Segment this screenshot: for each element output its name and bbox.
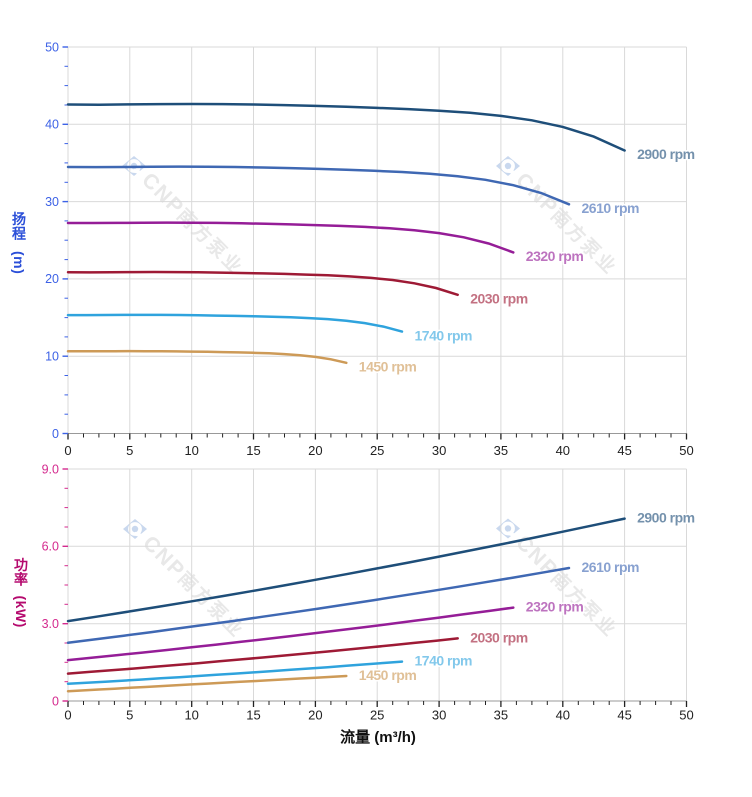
svg-text:10: 10 xyxy=(184,443,198,458)
svg-text:(kW): (kW) xyxy=(13,596,29,628)
svg-text:30: 30 xyxy=(432,708,446,723)
svg-text:20: 20 xyxy=(45,272,59,286)
svg-text:50: 50 xyxy=(679,708,693,723)
svg-text:10: 10 xyxy=(184,708,198,723)
svg-text:9.0: 9.0 xyxy=(42,462,59,476)
svg-text:2030 rpm: 2030 rpm xyxy=(470,291,528,307)
svg-text:20: 20 xyxy=(308,708,322,723)
svg-text:5: 5 xyxy=(126,443,133,458)
svg-text:2610 rpm: 2610 rpm xyxy=(582,200,640,216)
svg-text:20: 20 xyxy=(308,443,322,458)
svg-text:0: 0 xyxy=(52,694,59,708)
svg-text:流量 (m³/h): 流量 (m³/h) xyxy=(340,728,416,746)
svg-text:2030 rpm: 2030 rpm xyxy=(470,629,528,645)
svg-text:30: 30 xyxy=(432,443,446,458)
svg-text:40: 40 xyxy=(45,118,59,132)
svg-text:25: 25 xyxy=(370,708,384,723)
svg-text:功: 功 xyxy=(14,557,28,573)
svg-text:15: 15 xyxy=(246,443,260,458)
svg-text:35: 35 xyxy=(494,708,508,723)
svg-text:2610 rpm: 2610 rpm xyxy=(582,559,640,575)
svg-text:25: 25 xyxy=(370,443,384,458)
svg-text:3.0: 3.0 xyxy=(42,617,59,631)
svg-text:6.0: 6.0 xyxy=(42,540,59,554)
svg-text:2900 rpm: 2900 rpm xyxy=(637,146,695,162)
svg-text:1450 rpm: 1450 rpm xyxy=(359,359,417,375)
svg-text:5: 5 xyxy=(126,708,133,723)
svg-text:10: 10 xyxy=(45,350,59,364)
svg-text:1740 rpm: 1740 rpm xyxy=(415,653,473,669)
svg-text:扬: 扬 xyxy=(12,211,26,227)
svg-text:率: 率 xyxy=(14,572,28,588)
svg-text:1740 rpm: 1740 rpm xyxy=(415,327,473,343)
svg-text:40: 40 xyxy=(556,443,570,458)
svg-text:50: 50 xyxy=(45,40,59,54)
svg-text:1450 rpm: 1450 rpm xyxy=(359,667,417,683)
svg-text:35: 35 xyxy=(494,443,508,458)
svg-text:(m): (m) xyxy=(11,251,27,274)
svg-text:45: 45 xyxy=(617,443,631,458)
svg-text:0: 0 xyxy=(64,443,71,458)
svg-text:2320 rpm: 2320 rpm xyxy=(526,248,584,264)
svg-text:15: 15 xyxy=(246,708,260,723)
svg-text:0: 0 xyxy=(52,427,59,441)
svg-text:2900 rpm: 2900 rpm xyxy=(637,510,695,526)
svg-text:0: 0 xyxy=(64,708,71,723)
svg-text:40: 40 xyxy=(556,708,570,723)
svg-text:2320 rpm: 2320 rpm xyxy=(526,599,584,615)
svg-text:30: 30 xyxy=(45,195,59,209)
svg-text:45: 45 xyxy=(617,708,631,723)
svg-text:程: 程 xyxy=(12,226,26,242)
svg-text:50: 50 xyxy=(679,443,693,458)
